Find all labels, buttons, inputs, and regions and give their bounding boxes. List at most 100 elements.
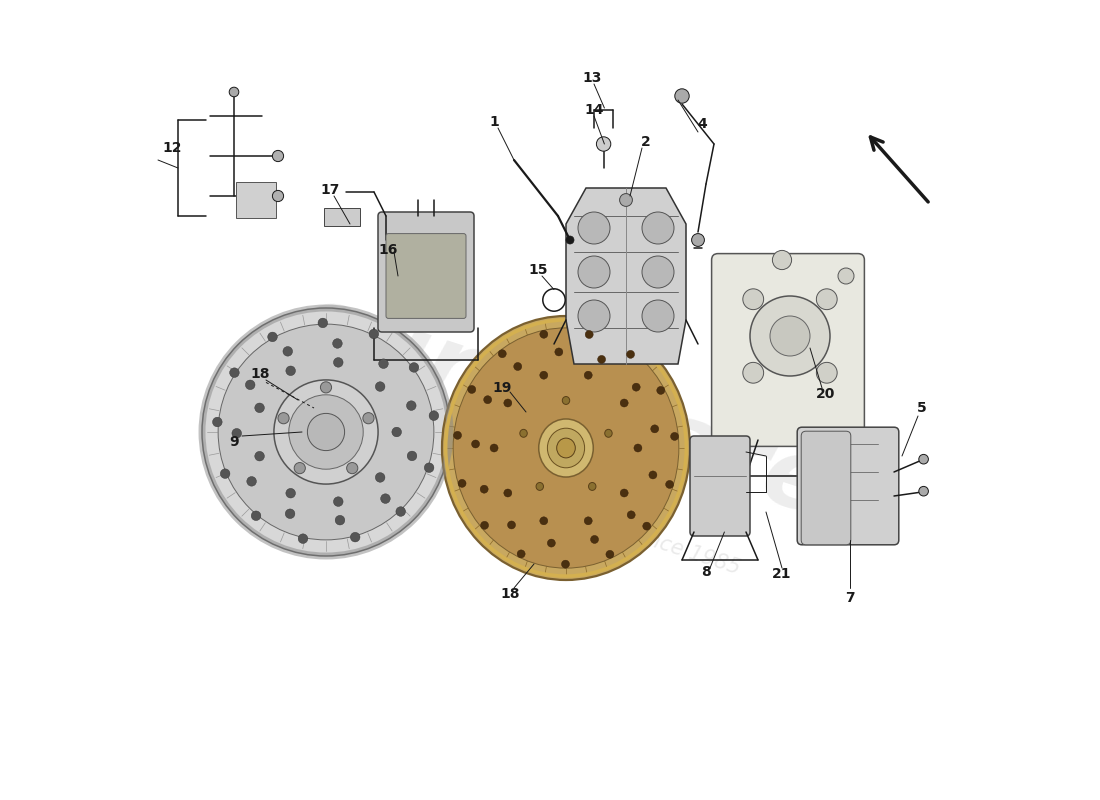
- Text: 5: 5: [917, 401, 927, 415]
- Circle shape: [627, 511, 635, 519]
- Circle shape: [472, 440, 480, 448]
- Circle shape: [918, 486, 928, 496]
- Circle shape: [202, 308, 450, 556]
- Text: eurospares: eurospares: [283, 277, 896, 555]
- Circle shape: [320, 382, 331, 393]
- Circle shape: [498, 350, 506, 358]
- Circle shape: [642, 212, 674, 244]
- Circle shape: [666, 481, 673, 489]
- Circle shape: [504, 399, 512, 407]
- Circle shape: [251, 511, 261, 521]
- Circle shape: [375, 382, 385, 391]
- Circle shape: [606, 550, 614, 558]
- Text: 16: 16: [378, 242, 398, 257]
- Circle shape: [396, 506, 406, 516]
- Circle shape: [283, 346, 293, 356]
- Circle shape: [429, 411, 439, 421]
- Circle shape: [566, 236, 574, 244]
- Circle shape: [273, 190, 284, 202]
- Circle shape: [770, 316, 810, 356]
- Ellipse shape: [453, 328, 679, 568]
- Text: 9: 9: [229, 434, 239, 449]
- Circle shape: [918, 454, 928, 464]
- Circle shape: [229, 87, 239, 97]
- Circle shape: [554, 348, 563, 356]
- FancyBboxPatch shape: [801, 431, 850, 545]
- Circle shape: [425, 463, 433, 473]
- Text: 13: 13: [583, 70, 602, 85]
- Circle shape: [657, 386, 664, 394]
- Circle shape: [627, 350, 635, 358]
- Circle shape: [540, 371, 548, 379]
- Circle shape: [578, 212, 610, 244]
- Text: 18: 18: [500, 586, 519, 601]
- Circle shape: [596, 137, 611, 151]
- Circle shape: [642, 300, 674, 332]
- Circle shape: [289, 395, 363, 469]
- Circle shape: [273, 150, 284, 162]
- Circle shape: [632, 383, 640, 391]
- Circle shape: [245, 380, 255, 390]
- Circle shape: [246, 477, 256, 486]
- Circle shape: [267, 332, 277, 342]
- Ellipse shape: [442, 316, 690, 580]
- Ellipse shape: [520, 430, 527, 438]
- Circle shape: [816, 289, 837, 310]
- Circle shape: [286, 366, 296, 375]
- Circle shape: [370, 329, 378, 338]
- Circle shape: [294, 462, 306, 474]
- Text: 1: 1: [490, 114, 499, 129]
- Circle shape: [634, 444, 642, 452]
- Ellipse shape: [588, 482, 596, 490]
- Circle shape: [561, 560, 570, 568]
- Ellipse shape: [536, 482, 543, 490]
- Circle shape: [584, 517, 592, 525]
- Circle shape: [218, 324, 433, 540]
- Circle shape: [232, 429, 242, 438]
- Text: 2: 2: [641, 135, 651, 150]
- Circle shape: [504, 489, 512, 497]
- Ellipse shape: [562, 397, 570, 405]
- Circle shape: [642, 522, 651, 530]
- FancyBboxPatch shape: [690, 436, 750, 536]
- Circle shape: [597, 355, 606, 363]
- Circle shape: [651, 425, 659, 433]
- Circle shape: [514, 362, 521, 370]
- Circle shape: [649, 471, 657, 479]
- FancyBboxPatch shape: [324, 208, 360, 226]
- Circle shape: [507, 521, 516, 529]
- Circle shape: [816, 362, 837, 383]
- Circle shape: [318, 318, 328, 328]
- Text: a passion for parts since 1985: a passion for parts since 1985: [437, 462, 742, 578]
- Circle shape: [363, 413, 374, 424]
- Circle shape: [750, 296, 830, 376]
- Circle shape: [838, 268, 854, 284]
- Circle shape: [578, 300, 610, 332]
- Ellipse shape: [605, 430, 613, 438]
- Circle shape: [517, 550, 525, 558]
- Text: 7: 7: [845, 591, 855, 606]
- Circle shape: [458, 479, 466, 487]
- Circle shape: [333, 358, 343, 367]
- Circle shape: [407, 401, 416, 410]
- Circle shape: [212, 418, 222, 427]
- Circle shape: [286, 489, 296, 498]
- Text: 15: 15: [528, 263, 548, 278]
- Circle shape: [484, 396, 492, 404]
- Circle shape: [453, 431, 462, 439]
- Circle shape: [620, 489, 628, 497]
- Circle shape: [481, 485, 488, 493]
- Circle shape: [692, 234, 704, 246]
- Circle shape: [585, 330, 593, 338]
- Text: 19: 19: [493, 381, 512, 395]
- Circle shape: [333, 497, 343, 506]
- Circle shape: [378, 359, 388, 369]
- Circle shape: [548, 539, 556, 547]
- Text: 20: 20: [816, 386, 836, 401]
- Text: 12: 12: [163, 141, 183, 155]
- Circle shape: [620, 399, 628, 407]
- Text: 4: 4: [697, 117, 707, 131]
- Circle shape: [285, 509, 295, 518]
- Circle shape: [351, 532, 360, 542]
- Ellipse shape: [557, 438, 575, 458]
